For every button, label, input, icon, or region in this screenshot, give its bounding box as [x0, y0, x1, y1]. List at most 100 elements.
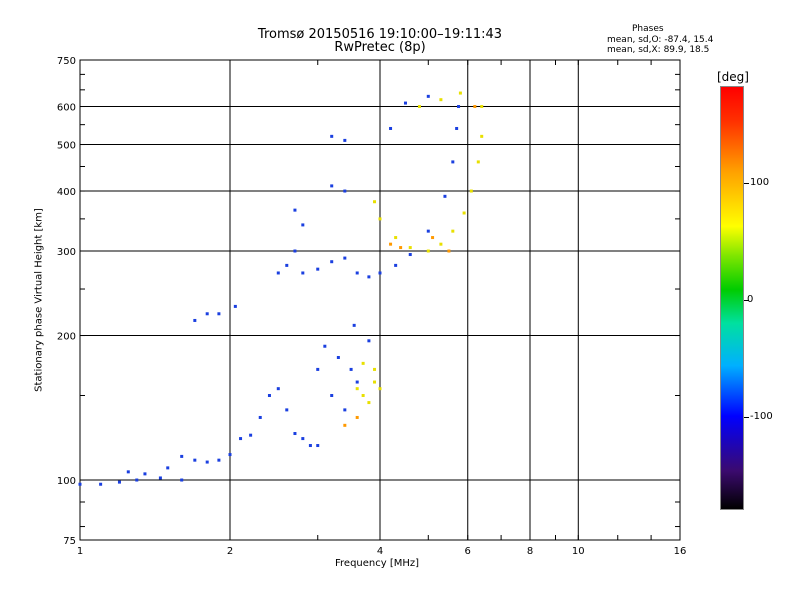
colorbar-tick-mark — [744, 300, 749, 301]
data-point — [143, 472, 147, 476]
data-point — [457, 105, 461, 109]
data-point — [166, 466, 170, 470]
data-point — [180, 478, 184, 482]
y-tick-label: 400 — [57, 187, 76, 198]
data-point — [135, 478, 139, 482]
data-point — [451, 160, 455, 164]
data-point — [228, 453, 232, 457]
data-point — [451, 229, 455, 233]
data-point — [308, 444, 312, 448]
data-point — [249, 433, 253, 437]
data-point — [349, 367, 353, 371]
data-point — [389, 242, 393, 246]
y-tick-label: 75 — [63, 536, 76, 547]
x-tick-label: 1 — [77, 546, 83, 557]
data-point — [473, 105, 477, 109]
data-point — [426, 94, 430, 98]
data-point — [403, 101, 407, 105]
y-axis-label: Stationary phase Virtual Height [km] — [33, 208, 45, 392]
y-tick-label: 750 — [57, 56, 76, 67]
data-point — [99, 482, 103, 486]
data-point — [285, 263, 289, 267]
y-tick-label: 200 — [57, 332, 76, 343]
data-point — [426, 229, 430, 233]
data-point — [343, 189, 347, 193]
y-tick-label: 300 — [57, 247, 76, 258]
phase-stats-title: Phases — [632, 24, 664, 34]
data-point — [447, 249, 451, 253]
colorbar-tick-mark — [744, 417, 749, 418]
data-point — [352, 323, 356, 327]
colorbar-unit: [deg] — [717, 70, 749, 84]
data-point — [126, 470, 130, 474]
data-point — [462, 211, 466, 215]
data-point — [361, 361, 365, 365]
data-point — [408, 246, 412, 250]
x-tick-label: 16 — [674, 546, 687, 557]
data-point — [361, 394, 365, 398]
data-point — [217, 312, 221, 316]
chart-title: Tromsø 20150516 19:10:00–19:11:43 — [257, 27, 503, 42]
data-point — [239, 437, 243, 441]
data-point — [373, 367, 377, 371]
data-point — [355, 387, 359, 391]
data-point — [276, 271, 280, 275]
data-point — [367, 401, 371, 405]
data-point — [217, 458, 221, 462]
data-point — [417, 105, 421, 109]
colorbar-tick-mark — [744, 183, 749, 184]
data-point — [316, 367, 320, 371]
data-point — [343, 256, 347, 260]
data-point — [373, 200, 377, 204]
data-point — [330, 134, 334, 138]
data-point — [389, 126, 393, 130]
data-point — [330, 184, 334, 188]
y-tick-label: 600 — [57, 103, 76, 114]
data-point — [293, 432, 297, 436]
data-point — [367, 339, 371, 343]
data-point — [330, 394, 334, 398]
data-point — [233, 304, 237, 308]
data-point — [439, 98, 443, 102]
data-point — [343, 138, 347, 142]
phase-stats-x: mean, sd,X: 89.9, 18.5 — [607, 45, 710, 55]
data-point — [378, 217, 382, 221]
colorbar-tick-label: 0 — [747, 294, 754, 305]
colorbar-tick-label: 100 — [750, 177, 770, 188]
x-tick-label: 10 — [572, 546, 585, 557]
chart-subtitle: RwPretec (8p) — [334, 40, 426, 55]
data-point — [117, 480, 121, 484]
data-point — [316, 444, 320, 448]
x-tick-label: 4 — [377, 546, 383, 557]
data-point — [378, 387, 382, 391]
data-point — [293, 249, 297, 253]
data-point — [373, 380, 377, 384]
data-point — [355, 415, 359, 419]
data-point — [394, 263, 398, 267]
data-point — [476, 160, 480, 164]
data-point — [330, 260, 334, 264]
data-point — [301, 437, 305, 441]
data-point — [193, 318, 197, 322]
data-point — [439, 242, 443, 246]
data-point — [205, 460, 209, 464]
data-point — [301, 271, 305, 275]
y-tick-label: 500 — [57, 141, 76, 152]
data-point — [408, 253, 412, 257]
x-tick-label: 8 — [527, 546, 533, 557]
x-axis-label: Frequency [MHz] — [335, 558, 420, 569]
x-tick-label: 2 — [227, 546, 233, 557]
data-point — [394, 236, 398, 240]
data-point — [258, 415, 262, 419]
data-point — [158, 476, 162, 480]
data-point — [301, 223, 305, 227]
data-point — [343, 423, 347, 427]
x-tick-label: 6 — [465, 546, 471, 557]
data-point — [399, 246, 403, 250]
data-point — [480, 134, 484, 138]
data-point — [480, 105, 484, 109]
data-point — [267, 394, 271, 398]
data-point — [378, 271, 382, 275]
data-point — [285, 408, 289, 412]
